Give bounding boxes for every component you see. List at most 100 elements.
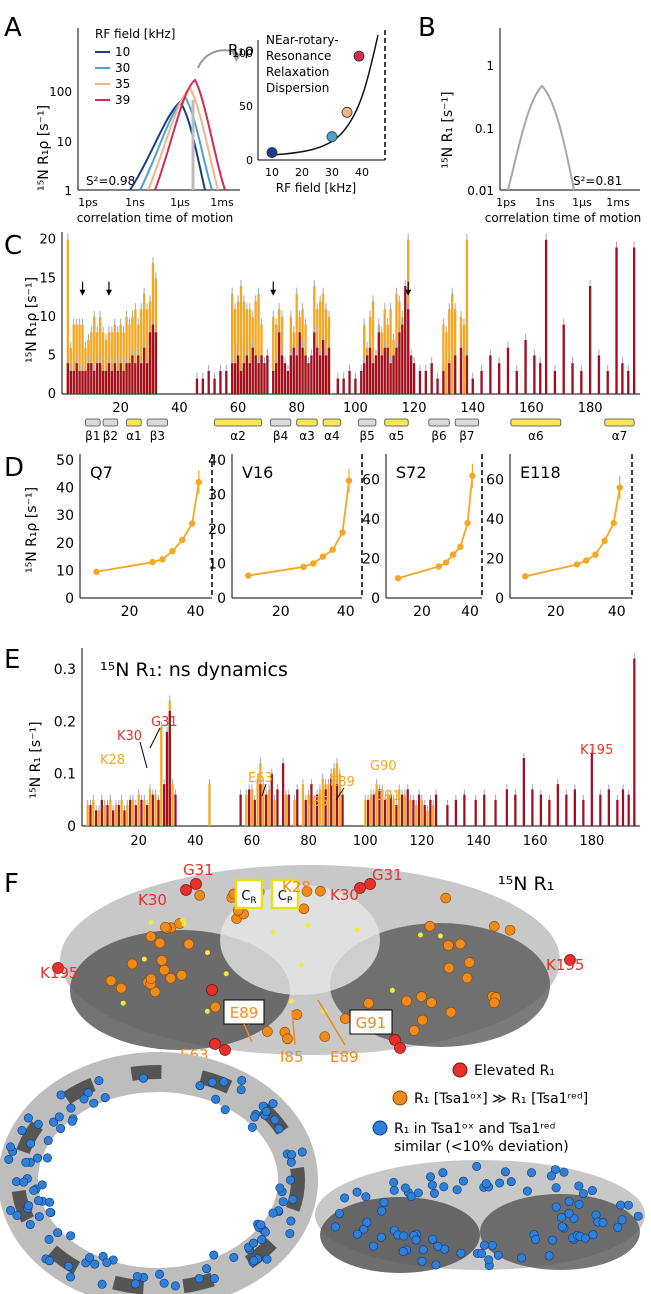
- sphere-blue: [220, 1105, 230, 1115]
- panel-c-bar-red: [69, 370, 72, 394]
- panel-c-bar-red: [377, 332, 381, 394]
- panel-e-bar-red: [621, 789, 625, 826]
- legend-text-blue-2: similar (<10% deviation): [394, 1139, 569, 1155]
- annot-k195: K195: [580, 743, 613, 758]
- box-cp-label: CP: [278, 889, 293, 906]
- sphere-blue: [564, 1208, 574, 1218]
- panel-e-bar-red: [514, 794, 517, 826]
- sphere-blue: [211, 1094, 221, 1104]
- subplot-point: [394, 575, 402, 582]
- panel-c-bar-red: [459, 347, 463, 394]
- sse-bar-β1: [85, 418, 101, 427]
- panel-c-bar-red: [128, 363, 131, 394]
- legend-text-orange: R₁ [Tsa1ᵒˣ] ≫ R₁ [Tsa1ʳᵉᵈ]: [414, 1091, 588, 1107]
- panel-c-bar-red: [275, 363, 278, 394]
- panel-c-bar-red: [597, 355, 601, 394]
- subplot-point: [159, 556, 166, 563]
- panel-c-bar-red: [142, 347, 146, 394]
- subplot-point: [329, 546, 336, 553]
- panel-c-bar-red: [295, 355, 298, 394]
- panel-c-bar-ox: [295, 293, 298, 394]
- panel-c-xtick: 60: [230, 401, 247, 416]
- sphere-blue: [551, 1183, 561, 1193]
- sphere-orange: [319, 1031, 331, 1042]
- subplot-point: [573, 561, 581, 568]
- annot-g91: G91: [374, 789, 401, 804]
- subplot-point: [300, 563, 307, 571]
- panel-c-bar-red: [401, 324, 404, 394]
- panel-c-bar-red: [632, 247, 636, 394]
- panel-c-xtick: 80: [288, 401, 305, 416]
- panel-c-bar-ox: [72, 324, 75, 394]
- panel-c-bar-red: [239, 370, 243, 394]
- panel-c-arrows: [79, 281, 412, 296]
- panel-e-bar-red: [406, 789, 409, 826]
- sse-bar-α2: [214, 418, 262, 427]
- sphere-blue: [100, 1093, 110, 1103]
- subplot-point: [345, 477, 353, 484]
- panel-e-bar-ox: [338, 773, 341, 826]
- subplot-xtick: 40: [608, 604, 626, 620]
- panel-e-bar-red: [247, 789, 251, 826]
- sse-label: α3: [299, 429, 315, 443]
- sphere-yellow: [437, 933, 443, 939]
- box-e89: [223, 999, 265, 1025]
- sphere-blue: [429, 1188, 439, 1198]
- panel-c-arrowhead: [105, 289, 112, 296]
- sphere-orange: [340, 1013, 351, 1024]
- panel-e-bar-ox: [256, 778, 259, 826]
- panel-e-bar-ox: [301, 784, 305, 826]
- panel-c-bar-red: [78, 370, 81, 394]
- panel-c-bar-ox: [389, 309, 392, 394]
- panel-e-bar-red: [590, 752, 593, 826]
- panel-c-bar-ox: [319, 301, 322, 394]
- panel-c-bar-red: [280, 355, 284, 394]
- panel-a-legend: 10 30 35 39: [95, 45, 130, 107]
- sphere-blue: [588, 1230, 598, 1240]
- sphere-blue: [37, 1180, 47, 1190]
- panel-e-bar-red: [531, 789, 534, 826]
- sphere-blue: [352, 1187, 362, 1197]
- panel-e-bar-red: [264, 794, 268, 826]
- sphere-blue: [23, 1113, 33, 1123]
- sphere-blue: [559, 1167, 569, 1177]
- sphere-blue: [352, 1229, 362, 1239]
- subplot-point: [601, 537, 608, 545]
- sphere-yellow: [299, 963, 305, 969]
- sphere-blue: [56, 1124, 66, 1134]
- f-label-g31-right: G31: [372, 866, 403, 884]
- sphere-red: [564, 954, 576, 966]
- subplot-point: [592, 551, 599, 558]
- panel-a-arrow: [197, 49, 241, 69]
- panel-c-bar-red: [110, 370, 114, 394]
- subplot-ytick: 30: [208, 488, 226, 504]
- panel-c-bar-red: [544, 239, 548, 394]
- panel-c-bar-red: [289, 355, 293, 394]
- sphere-blue: [25, 1220, 35, 1230]
- panel-e-bar-red: [165, 731, 169, 826]
- subplot-ytick: 20: [56, 536, 74, 552]
- panel-c-bar-red: [257, 363, 260, 394]
- panel-e-bar-red: [304, 799, 307, 826]
- panel-e-bar-red: [539, 794, 542, 826]
- sphere-orange: [489, 920, 500, 932]
- subplot-point: [442, 559, 450, 566]
- sphere-blue: [334, 1209, 344, 1219]
- sphere-blue: [377, 1206, 387, 1216]
- f-label-i85: I85: [280, 1048, 304, 1066]
- subplot-ytick: 60: [362, 473, 380, 489]
- panel-e-bar-red: [556, 784, 559, 826]
- legend-text-blue-1: R₁ in Tsa1ᵒˣ and Tsa1ʳᵉᵈ: [394, 1121, 555, 1137]
- sphere-blue: [26, 1139, 36, 1149]
- sphere-orange: [443, 962, 455, 974]
- sphere-blue: [477, 1249, 487, 1259]
- sphere-orange: [416, 991, 427, 1002]
- inset-point-1: [326, 131, 338, 143]
- panel-e-xtick: 180: [579, 834, 604, 849]
- panel-label-e: E: [4, 645, 20, 675]
- inset-ytick-50: 50: [239, 100, 253, 113]
- panel-e-xtick: 120: [409, 834, 434, 849]
- panel-e-bar-red: [335, 784, 339, 826]
- sphere-yellow: [148, 919, 154, 925]
- sphere-blue: [340, 1193, 350, 1203]
